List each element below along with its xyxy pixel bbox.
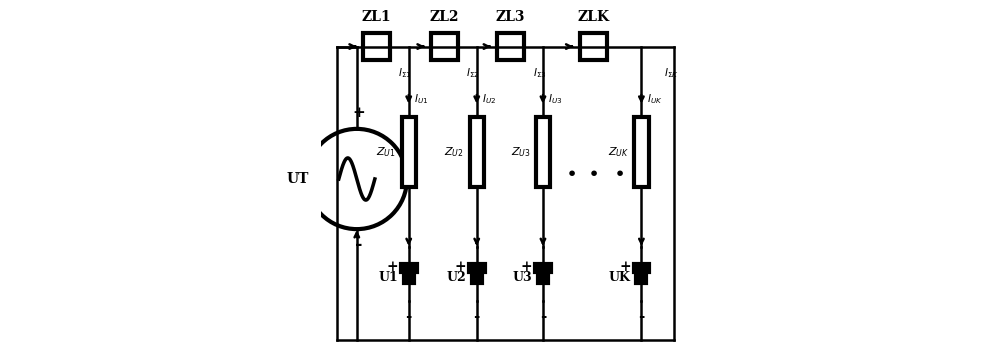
Bar (636, 276, 646, 283)
Text: $Z_{U3}$: $Z_{U3}$ (511, 145, 530, 159)
Text: $I_{\Sigma 1}$: $I_{\Sigma 1}$ (398, 67, 412, 80)
Text: -: - (540, 310, 546, 324)
Bar (536, 117, 550, 187)
Bar (404, 276, 414, 283)
Text: $I_{U3}$: $I_{U3}$ (548, 92, 563, 106)
Bar (535, 264, 551, 272)
Text: +: + (352, 106, 365, 120)
Bar (634, 117, 649, 187)
Text: +: + (454, 260, 466, 274)
Text: -: - (474, 310, 480, 324)
Bar (472, 276, 482, 283)
Text: $I_{U1}$: $I_{U1}$ (414, 92, 428, 106)
Text: $I_{U2}$: $I_{U2}$ (482, 92, 496, 106)
Bar (363, 33, 390, 60)
Bar (431, 33, 458, 60)
Bar (401, 264, 417, 272)
Bar (469, 264, 485, 272)
Text: ZL3: ZL3 (496, 10, 525, 24)
Text: $I_{\Sigma K}$: $I_{\Sigma K}$ (664, 67, 679, 80)
Text: ZLK: ZLK (577, 10, 609, 24)
Text: $I_{UK}$: $I_{UK}$ (647, 92, 662, 106)
Text: $Z_{U1}$: $Z_{U1}$ (376, 145, 396, 159)
Text: U1: U1 (378, 271, 398, 284)
Bar (497, 33, 524, 60)
Text: +: + (386, 260, 398, 274)
Text: ZL2: ZL2 (430, 10, 459, 24)
Text: -: - (638, 310, 645, 324)
Text: UK: UK (609, 271, 631, 284)
Text: -: - (355, 236, 362, 254)
Text: $I_{\Sigma 3}$: $I_{\Sigma 3}$ (533, 67, 546, 80)
Text: ZL1: ZL1 (362, 10, 391, 24)
Bar (538, 276, 548, 283)
Text: $\bullet\ \bullet\ \bullet$: $\bullet\ \bullet\ \bullet$ (565, 162, 625, 182)
Text: $Z_{UK}$: $Z_{UK}$ (608, 145, 629, 159)
Text: $Z_{U2}$: $Z_{U2}$ (444, 145, 464, 159)
Text: +: + (619, 260, 631, 274)
Bar (402, 117, 416, 187)
Text: UT: UT (287, 172, 309, 186)
Bar (580, 33, 607, 60)
Text: +: + (521, 260, 532, 274)
Text: U2: U2 (446, 271, 466, 284)
Text: U3: U3 (513, 271, 532, 284)
Bar (634, 264, 649, 272)
Text: $I_{\Sigma 2}$: $I_{\Sigma 2}$ (466, 67, 480, 80)
Bar (470, 117, 484, 187)
Text: -: - (406, 310, 412, 324)
